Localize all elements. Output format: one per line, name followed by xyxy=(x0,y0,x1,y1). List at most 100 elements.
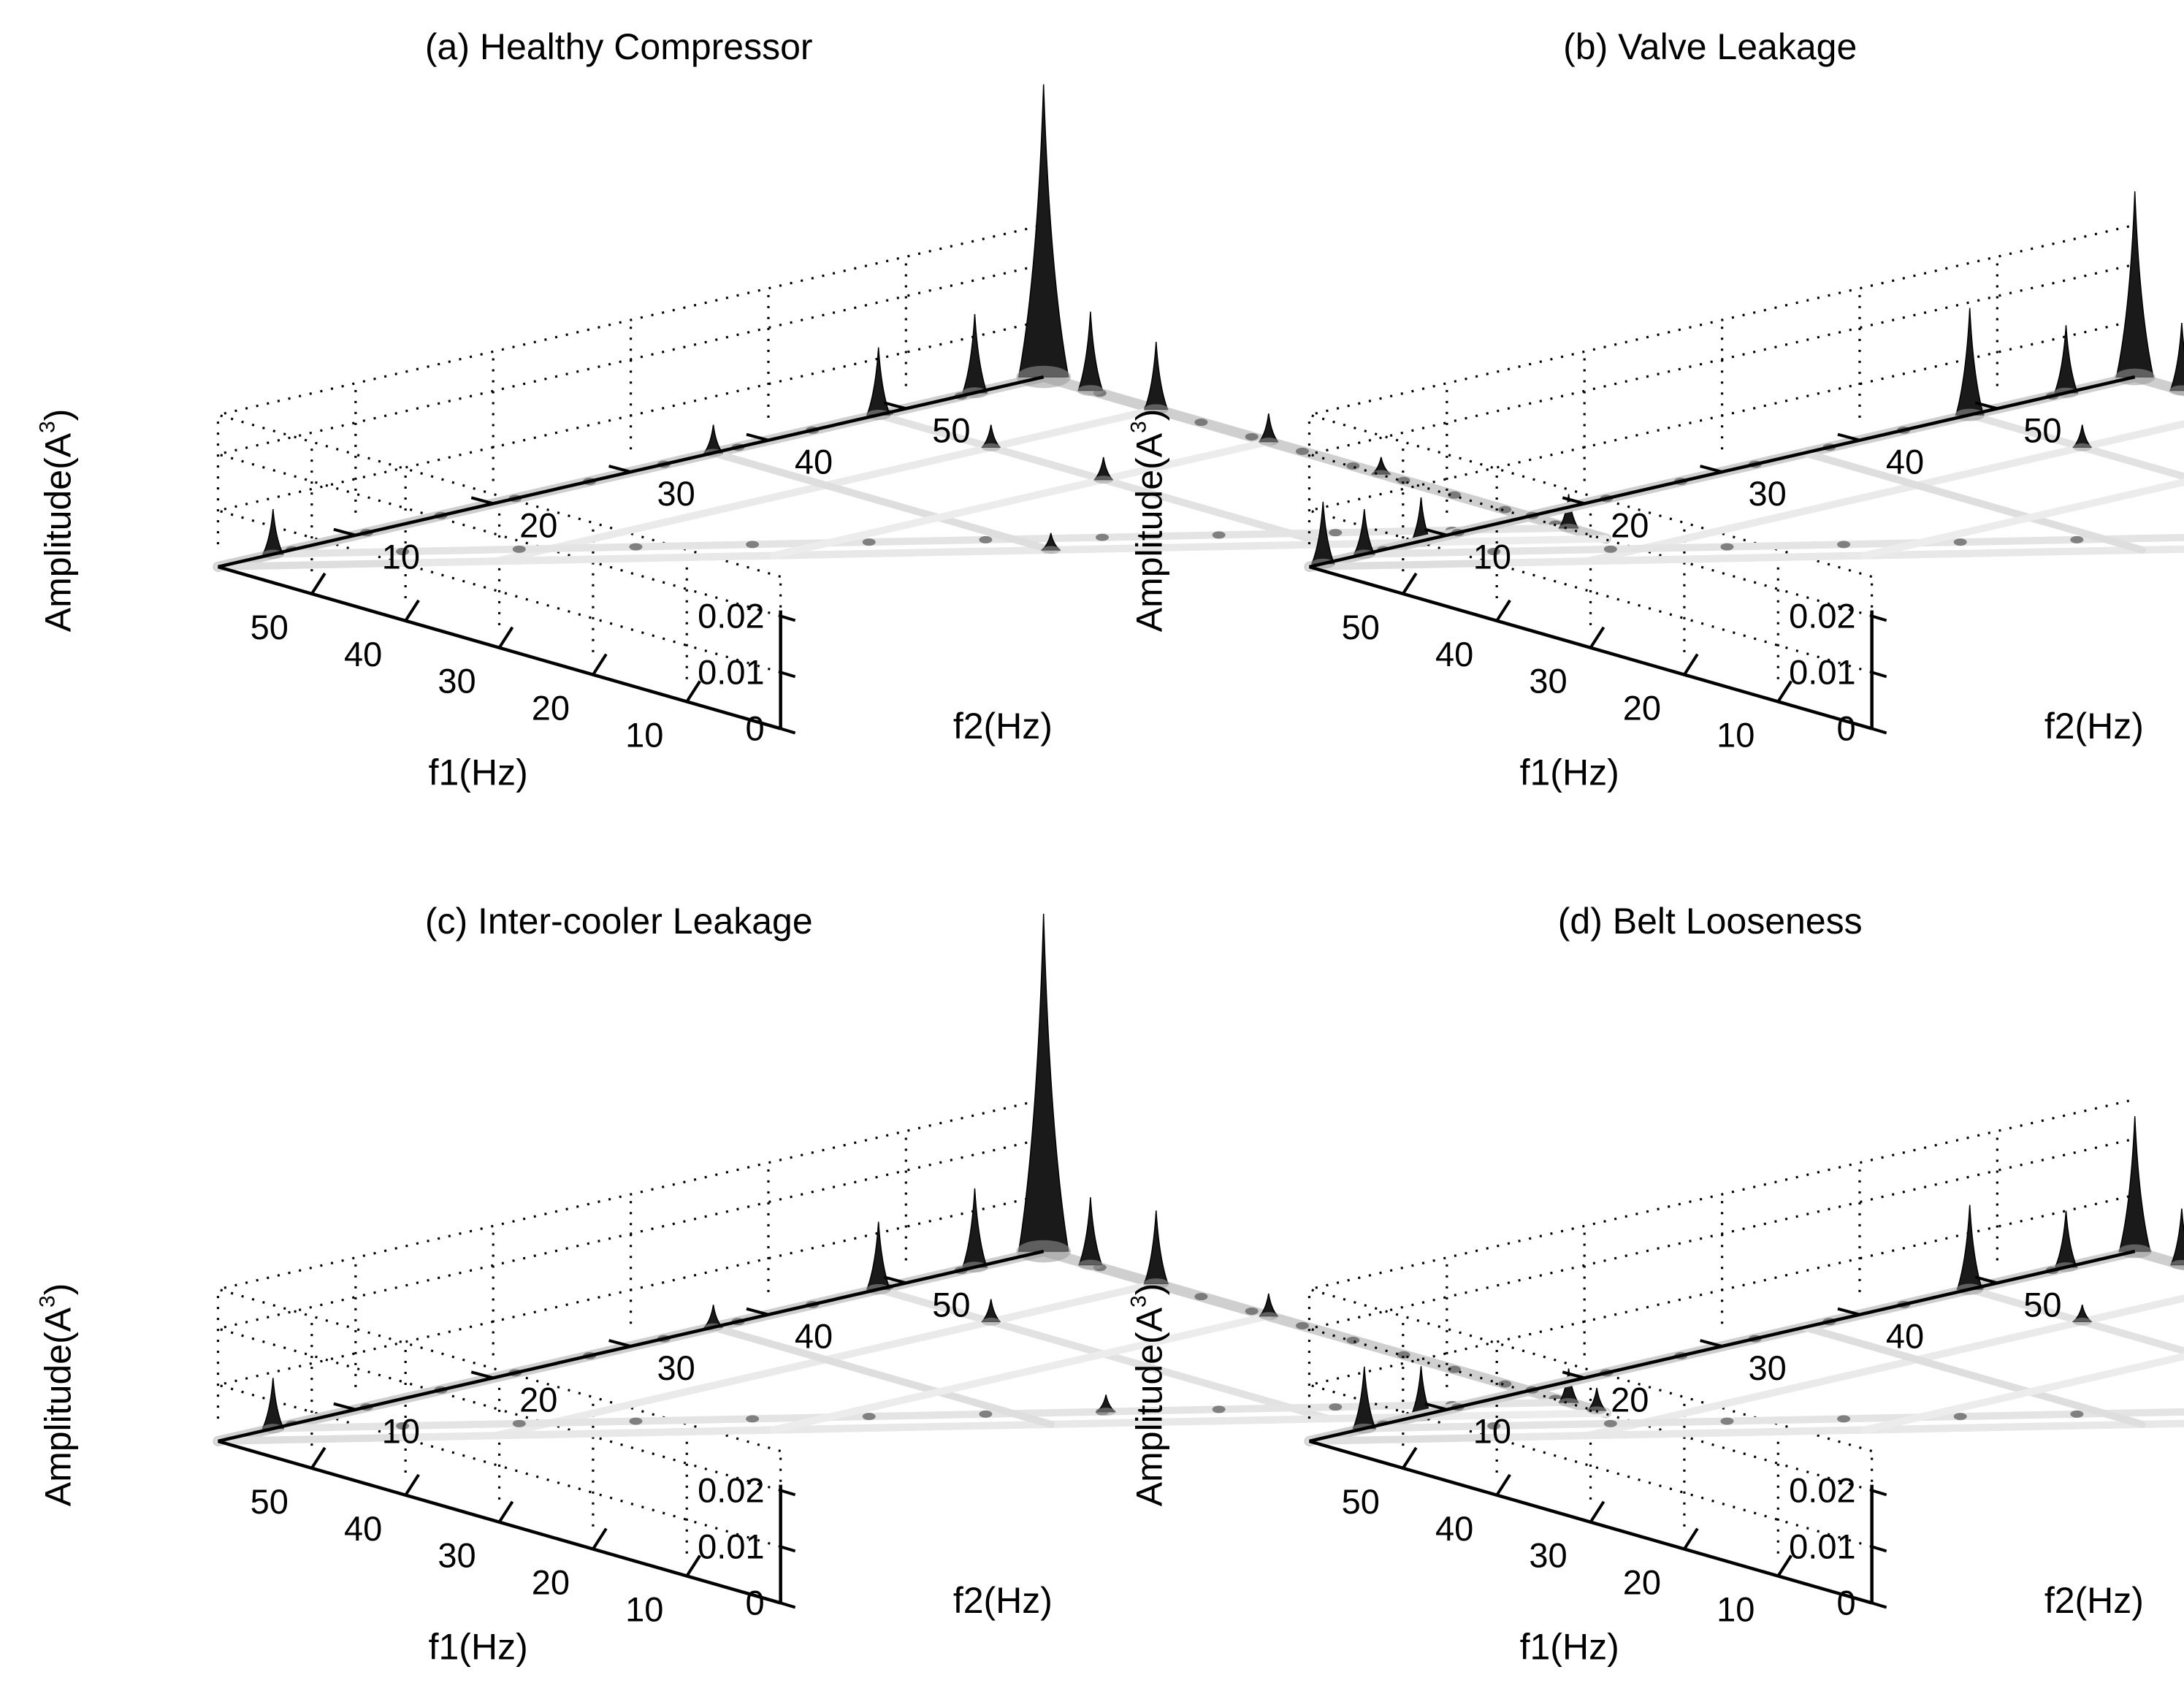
f2-tick xyxy=(470,1370,494,1380)
f1-axis-label: f1(Hz) xyxy=(1520,752,1619,793)
ridge xyxy=(769,438,1272,560)
z-tick-label: 0.01 xyxy=(698,652,764,691)
f2-tick xyxy=(333,527,356,537)
peak-base xyxy=(2072,1317,2092,1326)
f2-tick-label: 10 xyxy=(382,1412,420,1451)
f2-tick xyxy=(1974,1275,1998,1285)
f2-tick xyxy=(746,1307,769,1316)
z-tick-label: 0 xyxy=(1837,709,1856,747)
f1-tick-label: 50 xyxy=(1342,608,1380,646)
ridge xyxy=(399,1413,1425,1441)
f2-axis-label: f2(Hz) xyxy=(2044,706,2144,747)
ridge-bump xyxy=(1837,1415,1851,1423)
z-tick xyxy=(1871,1489,1887,1497)
ridge xyxy=(2129,372,2184,397)
z-tick-label: 0.02 xyxy=(698,1470,764,1509)
peak xyxy=(1078,1197,1103,1266)
f1-tick-label: 20 xyxy=(1623,689,1661,728)
ridge-bump xyxy=(979,1410,993,1418)
ridge-bump xyxy=(512,545,526,553)
f1-tick xyxy=(1402,1446,1418,1469)
grid-line xyxy=(213,1194,1045,1548)
peak xyxy=(2072,424,2093,449)
f2-tick xyxy=(1562,496,1585,505)
peak xyxy=(703,1305,724,1328)
peak xyxy=(1259,413,1279,443)
f2-tick xyxy=(1837,1307,1860,1316)
ridge-bump xyxy=(862,1413,876,1421)
ridge-bump xyxy=(1447,491,1461,499)
peak-base xyxy=(1016,1240,1072,1263)
f2-tick-label: 50 xyxy=(932,411,970,449)
ridge-bump xyxy=(1194,419,1208,427)
peak xyxy=(2170,1208,2184,1266)
peak-base xyxy=(2169,385,2184,396)
f1-tick xyxy=(1402,572,1418,595)
ridge-bump xyxy=(1194,1293,1208,1301)
f2-tick-label: 20 xyxy=(1611,505,1649,544)
ridge-bump xyxy=(1487,1422,1501,1430)
ridge-bump xyxy=(1245,1307,1259,1315)
f2-tick-label: 40 xyxy=(1886,1317,1924,1356)
peak-base xyxy=(2169,1259,2184,1270)
z-tick-label: 0 xyxy=(746,709,765,747)
peak xyxy=(1352,1366,1376,1430)
f2-axis-label: f2(Hz) xyxy=(953,1580,1053,1621)
f1-tick xyxy=(1683,653,1699,676)
ridge-bump xyxy=(1487,548,1501,556)
peak xyxy=(962,313,988,394)
peak xyxy=(1587,1387,1607,1411)
peak xyxy=(1311,501,1335,565)
f1-axis-label: f1(Hz) xyxy=(1520,1626,1619,1667)
f1-tick-label: 30 xyxy=(1529,662,1567,701)
ridge xyxy=(1490,545,2184,567)
peak-base xyxy=(981,443,1001,451)
f2-tick-label: 30 xyxy=(1748,474,1786,513)
ridge-bump xyxy=(1603,545,1617,553)
ridge xyxy=(269,524,1573,558)
f2-tick xyxy=(470,496,494,505)
ridge-bump xyxy=(1346,462,1360,470)
ridge-bump xyxy=(1212,531,1226,539)
f2-tick xyxy=(746,432,769,442)
f1-tick xyxy=(592,653,608,676)
ridge-bump xyxy=(629,1417,643,1425)
f1-tick-label: 50 xyxy=(251,1482,289,1521)
ridge-bump xyxy=(1447,1365,1461,1373)
f1-tick xyxy=(404,1473,420,1496)
z-axis-label: Amplitude(A3) xyxy=(35,1283,78,1507)
z-tick xyxy=(1871,1545,1887,1553)
f2-tick-label: 40 xyxy=(795,1317,833,1356)
f1-tick xyxy=(1495,1473,1511,1496)
grid-line xyxy=(213,319,1045,673)
z-axis-label: Amplitude(A3) xyxy=(1126,1283,1169,1507)
ridge-bump xyxy=(629,543,643,551)
peak-base xyxy=(1143,1278,1169,1289)
peak xyxy=(1017,84,1069,378)
z-axis-label: Amplitude(A3) xyxy=(1126,409,1169,633)
peak xyxy=(962,1188,988,1268)
ridge xyxy=(1860,478,2184,560)
z-tick-label: 0.02 xyxy=(1789,596,1855,635)
z-tick xyxy=(1871,671,1887,679)
ridge-bump xyxy=(1245,432,1259,440)
peak-base xyxy=(1041,546,1061,554)
peak xyxy=(1956,1205,1983,1290)
ridge-bump xyxy=(1498,505,1512,514)
f2-axis-label: f2(Hz) xyxy=(953,706,1053,747)
peak-base xyxy=(1259,438,1279,446)
f1-tick xyxy=(1776,680,1792,703)
f2-tick-label: 10 xyxy=(1473,1412,1511,1451)
ridge-bump xyxy=(1498,1380,1512,1388)
f2-tick xyxy=(1700,1339,1723,1348)
peak-base xyxy=(2072,443,2092,451)
f1-tick xyxy=(1776,1554,1792,1577)
peak xyxy=(1017,913,1069,1252)
f1-tick-label: 40 xyxy=(344,1509,382,1548)
peak xyxy=(1077,311,1104,392)
f2-tick-label: 20 xyxy=(1611,1380,1649,1419)
peak xyxy=(2115,191,2154,378)
ridge-bump xyxy=(1720,543,1734,551)
ridge xyxy=(1360,533,2184,558)
f1-tick xyxy=(685,1554,701,1577)
